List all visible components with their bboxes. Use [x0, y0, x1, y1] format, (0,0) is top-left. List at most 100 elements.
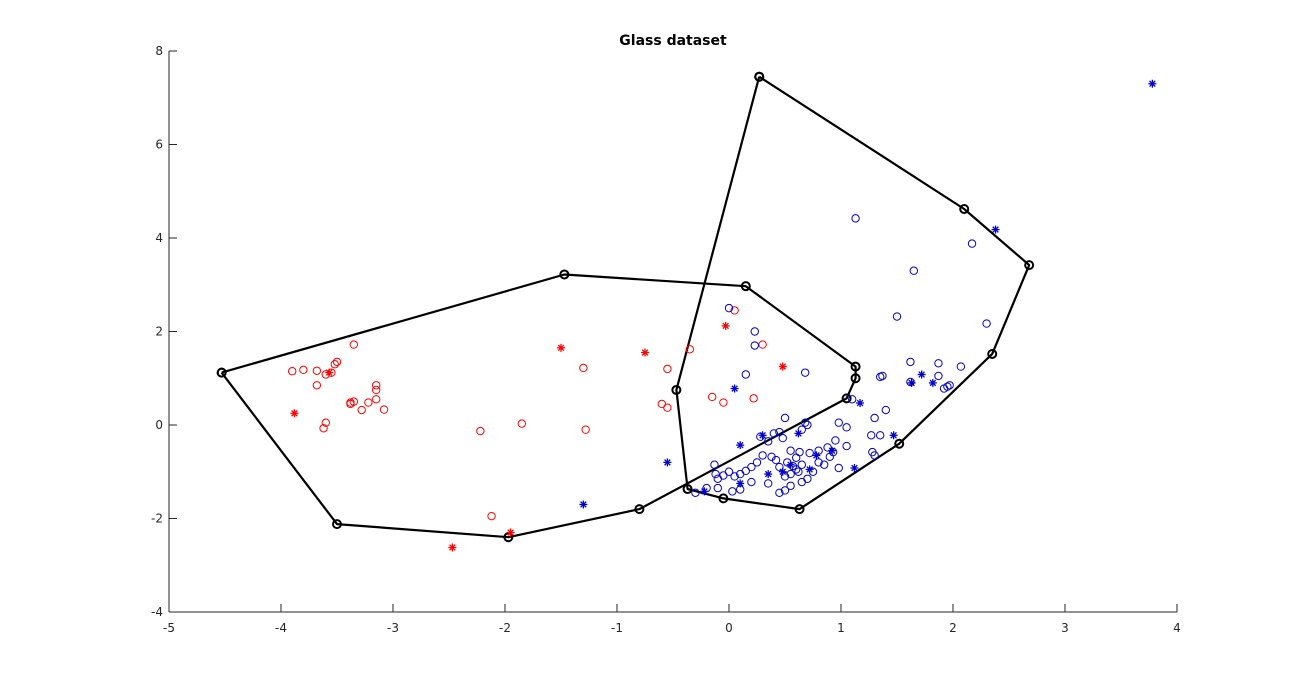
hull-vertex: [894, 438, 905, 449]
y-tick-label: 2: [155, 325, 163, 339]
blue-circle-point: [767, 452, 776, 461]
red-circle-point: [685, 345, 694, 354]
red-star-point: [290, 409, 299, 418]
blue-circle-point: [769, 429, 778, 438]
x-tick-label: 3: [1061, 621, 1069, 635]
y-tick-label: 6: [155, 138, 163, 152]
blue-circle-point: [909, 266, 918, 275]
blue-star-point: [856, 399, 865, 408]
red-circle-point: [372, 385, 381, 395]
hull-vertex: [1024, 260, 1035, 271]
blue-circle-point: [741, 466, 750, 476]
blue-circle-point: [831, 436, 840, 445]
blue-circle-point: [797, 460, 806, 469]
red-circle-point: [379, 405, 389, 414]
blue-circle-point: [814, 446, 823, 455]
blue-star-point: [812, 451, 821, 460]
blue-star-point: [778, 467, 787, 476]
red-circle-point: [364, 398, 373, 407]
hull-vertex: [794, 504, 805, 515]
red-star-point: [325, 368, 334, 377]
blue-circle-point: [775, 488, 784, 497]
red-circle-point: [663, 364, 672, 374]
blue-circle-point: [786, 481, 795, 490]
blue-circle-point: [805, 448, 814, 458]
red-circle-point: [476, 426, 485, 436]
blue-circle-point: [834, 463, 843, 473]
blue-circle-point: [851, 214, 860, 223]
blue-circle-point: [764, 479, 773, 488]
blue-circle-point: [736, 469, 745, 479]
blue-circle-point: [713, 483, 722, 493]
blue-star-point: [736, 479, 745, 488]
blue-circle-point: [792, 453, 801, 462]
red-circle-point: [579, 363, 588, 373]
hull-vertex: [718, 493, 729, 504]
red-circle-point: [321, 418, 330, 427]
red-star-point: [448, 543, 457, 552]
red-circle-point: [357, 405, 366, 415]
x-tick-label: -5: [163, 621, 175, 635]
blue-star-point: [889, 431, 898, 440]
blue-circle-point: [982, 319, 991, 328]
y-tick-label: 8: [155, 44, 163, 58]
red-circle-point: [719, 398, 728, 407]
red-star-point: [557, 343, 565, 352]
red-star-point: [778, 362, 787, 371]
blue-circle-point: [786, 469, 795, 479]
hull-vertex: [332, 519, 342, 530]
red-circle-point: [372, 395, 381, 404]
data-points: [288, 79, 1157, 552]
blue-circle-point: [939, 384, 949, 393]
blue-circle-point: [945, 381, 954, 390]
blue-circle-point: [870, 451, 879, 460]
hull-line-1: [220, 273, 857, 539]
blue-circle-point: [906, 377, 915, 387]
y-tick-label: -4: [151, 605, 163, 619]
blue-circle-point: [691, 488, 700, 497]
blue-star-point: [805, 465, 814, 474]
blue-circle-point: [780, 413, 790, 423]
blue-circle-point: [803, 420, 812, 430]
blue-star-point: [928, 378, 937, 387]
hull-vertex: [959, 204, 970, 215]
blue-circle-point: [795, 447, 804, 457]
x-tick-label: 4: [1173, 621, 1181, 635]
red-circle-point: [312, 366, 322, 375]
blue-star-point: [917, 370, 926, 379]
red-circle-point: [708, 392, 717, 402]
x-tick-label: -1: [611, 621, 623, 635]
hull-vertex: [850, 373, 861, 384]
blue-circle-point: [842, 423, 851, 432]
blue-circle-point: [724, 303, 734, 313]
hull-line-2: [675, 75, 1031, 511]
red-circle-point: [581, 425, 590, 434]
blue-circle-point: [752, 458, 762, 467]
blue-circle-point: [778, 433, 787, 443]
blue-star-point: [764, 470, 773, 479]
blue-circle-point: [906, 357, 915, 367]
hull-vertex: [559, 269, 570, 280]
blue-circle-point: [892, 312, 902, 321]
red-circle-point: [330, 360, 339, 369]
blue-circle-point: [842, 441, 851, 451]
red-star-point: [641, 348, 649, 357]
hull-vertex: [634, 504, 645, 515]
blue-circle-point: [764, 437, 773, 446]
blue-circle-point: [814, 458, 823, 467]
blue-circle-point: [711, 469, 720, 479]
red-circle-point: [312, 381, 322, 390]
hull-vertex: [216, 367, 227, 378]
x-tick-label: -2: [499, 621, 511, 635]
x-tick-label: 0: [725, 621, 733, 635]
blue-circle-point: [728, 487, 737, 496]
blue-circle-point: [775, 462, 784, 472]
red-circle-point: [372, 381, 381, 390]
red-circle-point: [487, 511, 496, 521]
y-tick-label: 0: [155, 418, 163, 432]
blue-circle-point: [956, 362, 966, 371]
blue-circle-point: [780, 486, 790, 495]
blue-star-point: [991, 225, 1000, 234]
blue-circle-point: [741, 370, 750, 379]
